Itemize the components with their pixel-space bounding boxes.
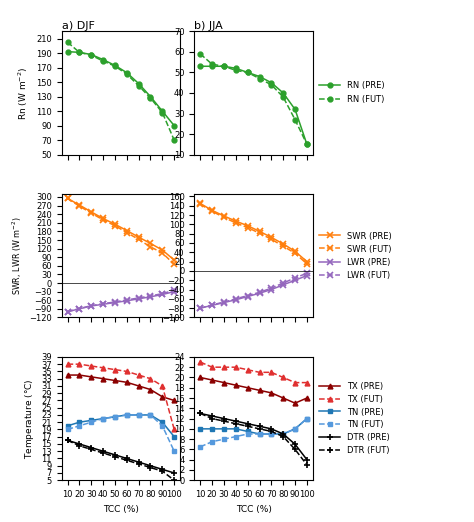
X-axis label: TCC (%): TCC (%) xyxy=(103,505,139,514)
Y-axis label: SWR, LWR (W m$^{-2}$): SWR, LWR (W m$^{-2}$) xyxy=(10,217,24,295)
X-axis label: TCC (%): TCC (%) xyxy=(236,505,272,514)
Y-axis label: Rn (W m$^{-2}$): Rn (W m$^{-2}$) xyxy=(17,66,30,120)
Y-axis label: Temperature ($\degree$C): Temperature ($\degree$C) xyxy=(23,378,36,459)
Text: a) DJF: a) DJF xyxy=(62,20,94,31)
Text: b) JJA: b) JJA xyxy=(194,20,223,31)
Legend: SWR (PRE), SWR (FUT), LWR (PRE), LWR (FUT): SWR (PRE), SWR (FUT), LWR (PRE), LWR (FU… xyxy=(319,232,392,280)
Legend: RN (PRE), RN (FUT): RN (PRE), RN (FUT) xyxy=(319,81,384,104)
Legend: TX (PRE), TX (FUT), TN (PRE), TN (FUT), DTR (PRE), DTR (FUT): TX (PRE), TX (FUT), TN (PRE), TN (FUT), … xyxy=(319,382,390,455)
